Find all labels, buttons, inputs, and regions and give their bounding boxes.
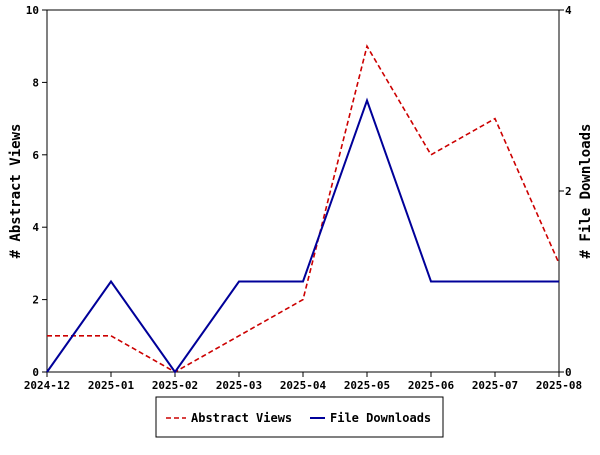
legend-label-file-downloads: File Downloads [330,411,431,425]
left-tick-label: 4 [32,221,39,234]
left-axis-title: # Abstract Views [8,124,24,259]
x-tick-label: 2025-07 [472,379,518,392]
left-axis-ticks: 0 2 4 6 8 10 [26,4,47,379]
x-tick-label: 2025-06 [408,379,455,392]
x-tick-label: 2025-01 [88,379,135,392]
legend-box [155,396,444,438]
plot-area [46,9,560,373]
right-tick-label: 4 [565,4,572,17]
right-axis-ticks: 0 2 4 [559,4,572,379]
legend: Abstract Views File Downloads [155,396,444,438]
right-tick-label: 0 [565,366,572,379]
series-line-file-downloads [46,97,559,374]
left-tick-label: 2 [32,294,39,307]
left-tick-label: 0 [32,366,39,379]
left-tick-label: 8 [32,76,39,89]
x-tick-label: 2025-05 [344,379,390,392]
left-tick-label: 6 [32,149,39,162]
x-tick-label: 2025-04 [280,379,327,392]
right-axis-title: # File Downloads [578,124,594,259]
right-tick-label: 2 [565,185,572,198]
left-tick-label: 10 [26,4,39,17]
x-tick-label: 2025-08 [536,379,582,392]
legend-label-abstract-views: Abstract Views [191,411,292,425]
series-layer [46,44,560,374]
series-line-abstract-views [47,44,560,373]
x-tick-label: 2025-03 [216,379,262,392]
x-tick-label: 2025-02 [152,379,198,392]
x-tick-label: 2024-12 [24,379,70,392]
x-axis-ticks: 2024-12 2025-01 2025-02 2025-03 2025-04 2025-… [24,372,582,392]
